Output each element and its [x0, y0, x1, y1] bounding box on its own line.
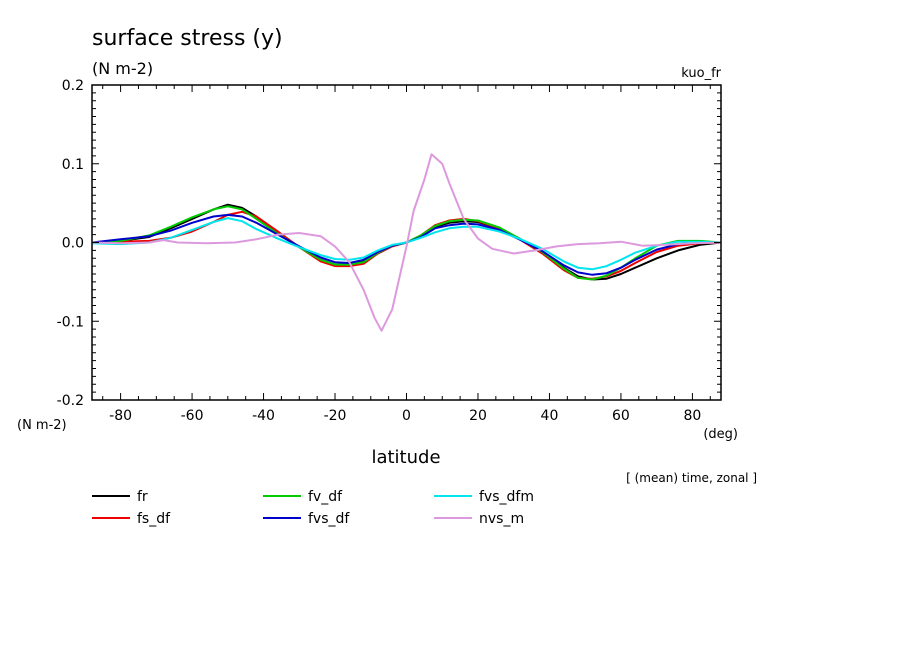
x-tick-label: 40 [541, 408, 559, 424]
x-tick-label: -40 [252, 408, 275, 424]
axis-ticks: -80 -60 -40 -20 0 20 40 60 80 -0.2 -0.1 0.0 0.1 0.2 [57, 78, 721, 424]
y-tick-label: -0.2 [57, 393, 84, 409]
legend-label: fvs_dfm [479, 489, 534, 505]
legend-label: fvs_df [308, 511, 350, 527]
series-line-fvs-dfm [92, 217, 721, 271]
legend: fr fs_df fv_df fvs_df fvs_dfm nvs_m [92, 489, 534, 527]
x-tick-label: -20 [324, 408, 347, 424]
legend-label: fr [137, 489, 148, 505]
series-line-nvs-m [92, 153, 721, 332]
series-layer [92, 153, 721, 332]
legend-label: nvs_m [479, 511, 524, 527]
legend-label: fv_df [308, 489, 343, 505]
x-tick-label: 60 [612, 408, 630, 424]
x-tick-label: -60 [181, 408, 204, 424]
legend-label: fs_df [137, 511, 171, 527]
y-tick-label: 0.2 [62, 78, 84, 94]
run-label: kuo_fr [681, 66, 721, 81]
y-tick-label: -0.1 [57, 314, 84, 330]
chart-units: (N m-2) [92, 59, 153, 78]
y-tick-label: 0.1 [62, 157, 84, 173]
y-tick-label: 0.0 [62, 236, 84, 252]
x-tick-label: 0 [402, 408, 411, 424]
x-axis-label: latitude [371, 447, 440, 468]
x-tick-label: 20 [469, 408, 487, 424]
x-tick-label: -80 [109, 408, 132, 424]
x-tick-label: 80 [683, 408, 701, 424]
chart-note: [ (mean) time, zonal ] [626, 471, 757, 485]
y-unit-label: (N m-2) [17, 418, 67, 433]
x-unit-label: (deg) [703, 427, 738, 442]
chart-title: surface stress (y) [92, 26, 283, 51]
